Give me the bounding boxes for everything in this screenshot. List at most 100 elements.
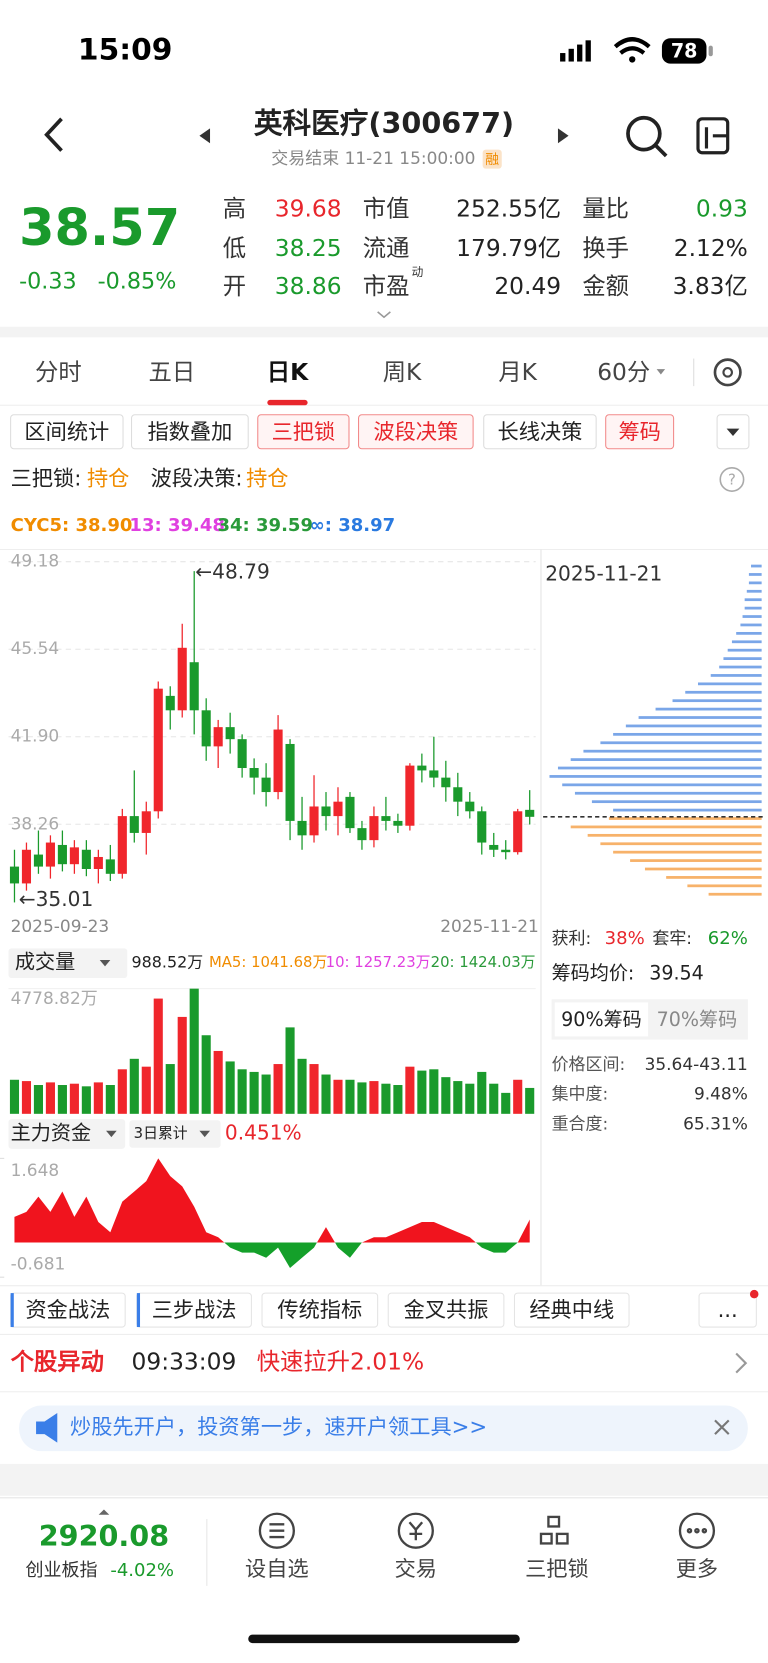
- candle-body: [165, 695, 175, 711]
- strategy-tab[interactable]: [387, 1292, 505, 1328]
- chip-bar: [613, 732, 762, 736]
- chip-bar: [562, 783, 762, 787]
- indicator-button[interactable]: [10, 414, 124, 450]
- flow-last: 0.451%: [225, 1120, 302, 1144]
- chip-bar: [600, 842, 762, 846]
- stat-label: 开: [223, 272, 246, 300]
- chip-toggle-active: [554, 1002, 649, 1037]
- candle-body: [309, 806, 319, 836]
- candle-body: [69, 847, 79, 865]
- x-end-label: 2025-11-21: [440, 917, 539, 937]
- volume-bar: [117, 1069, 127, 1114]
- volume-bar: [177, 1016, 187, 1114]
- chip-bar: [751, 564, 762, 568]
- index-toggle[interactable]: [98, 1509, 110, 1515]
- stat-value: 179.79亿: [456, 234, 561, 262]
- indicator-button[interactable]: [131, 414, 249, 450]
- chip-bar: [600, 741, 762, 745]
- clock: 15:09: [78, 32, 172, 67]
- strategy-tab[interactable]: [698, 1292, 757, 1328]
- indicator-button-label: 指数叠加: [147, 420, 232, 445]
- candle-body: [477, 811, 487, 843]
- flow-area-negative: [224, 1242, 518, 1268]
- candle-body: [357, 828, 367, 841]
- chip-bar: [736, 631, 762, 635]
- next-stock[interactable]: [557, 128, 569, 144]
- period-selector[interactable]: [129, 1120, 221, 1148]
- svg-text:?: ?: [728, 471, 736, 489]
- banner-box[interactable]: [19, 1405, 748, 1452]
- y-tick-label: 49.18: [11, 552, 60, 572]
- badge-box: [482, 149, 502, 169]
- candle-body: [501, 849, 511, 853]
- banner-text[interactable]: 炒股先开户，投资第一步，速开户领工具>>: [70, 1415, 487, 1440]
- volume-ma-legend: MA5: 1041.68万: [209, 953, 327, 971]
- profit-value: 38%: [605, 928, 645, 949]
- candle-body: [9, 866, 20, 884]
- chip-bar: [625, 724, 762, 728]
- nav-label[interactable]: 更多: [676, 1557, 718, 1582]
- stat-label: 量比: [582, 195, 629, 223]
- chip-stat-value: 35.64-43.11: [645, 1055, 748, 1075]
- indicator-button[interactable]: [358, 414, 474, 450]
- period-tab[interactable]: 五日: [149, 358, 196, 386]
- volume-bar: [33, 1085, 43, 1114]
- chip-bar: [744, 606, 762, 610]
- chip-bar: [574, 791, 762, 795]
- search-button[interactable]: [626, 115, 668, 158]
- stat-value: 0.93: [696, 195, 748, 223]
- y-tick-label: 41.90: [11, 727, 60, 747]
- chip-stat-label: 集中度:: [552, 1085, 609, 1105]
- status-icons: [560, 37, 713, 64]
- nav-label[interactable]: 三把锁: [525, 1557, 589, 1582]
- volume-bar: [189, 988, 199, 1114]
- period-tab[interactable]: 周K: [383, 358, 422, 386]
- candle-body: [333, 801, 343, 817]
- period-tab[interactable]: 60分: [597, 358, 650, 386]
- period-tab[interactable]: 分时: [35, 358, 82, 386]
- strategy-tab[interactable]: [261, 1292, 379, 1328]
- candle-body: [153, 688, 163, 812]
- prev-stock[interactable]: [199, 128, 211, 144]
- volume-selector[interactable]: [8, 948, 128, 979]
- banner-close[interactable]: [714, 1419, 730, 1435]
- settings-button[interactable]: [713, 358, 742, 387]
- indicator-button[interactable]: [257, 414, 350, 450]
- strategy-tab[interactable]: [513, 1292, 630, 1328]
- trapped-value: 62%: [708, 928, 748, 949]
- chip-bar: [740, 623, 762, 627]
- volume-bar: [441, 1077, 451, 1114]
- volume-bar: [525, 1087, 535, 1114]
- stat-value: 2.12%: [674, 234, 748, 262]
- chip-bar: [672, 699, 762, 703]
- alert-label: 个股异动: [11, 1348, 104, 1376]
- stat-value: 3.83亿: [673, 272, 748, 300]
- indicator-button[interactable]: [605, 414, 675, 450]
- volume-bar: [405, 1066, 415, 1114]
- volume-bar: [501, 1092, 511, 1114]
- expand-chevron[interactable]: [377, 311, 391, 319]
- period-tab[interactable]: 日K: [267, 358, 309, 386]
- back-button[interactable]: [44, 117, 63, 152]
- indicator-button[interactable]: [483, 414, 597, 450]
- price-change: -0.33: [19, 269, 77, 295]
- notification-dot: [749, 1289, 759, 1299]
- x-start-label: 2025-09-23: [11, 917, 110, 937]
- chip-button[interactable]: 90%筹码: [561, 1008, 642, 1031]
- chip-stat-value: 9.48%: [694, 1085, 748, 1105]
- flow-selector[interactable]: [8, 1119, 126, 1149]
- nav-label[interactable]: 交易: [395, 1557, 437, 1582]
- chip-button[interactable]: 70%筹码: [657, 1008, 738, 1031]
- chip-bar: [742, 615, 762, 618]
- nav-label[interactable]: 设自选: [245, 1557, 309, 1582]
- period-arrow: [199, 1130, 211, 1138]
- candle-body: [225, 727, 235, 740]
- alert-chevron[interactable]: [735, 1352, 748, 1374]
- chip-bar: [613, 850, 762, 854]
- period-tab[interactable]: 月K: [498, 358, 537, 386]
- share-button[interactable]: [696, 117, 730, 155]
- help-icon[interactable]: ?: [719, 467, 745, 492]
- indicator-button-label: 筹码: [618, 420, 660, 445]
